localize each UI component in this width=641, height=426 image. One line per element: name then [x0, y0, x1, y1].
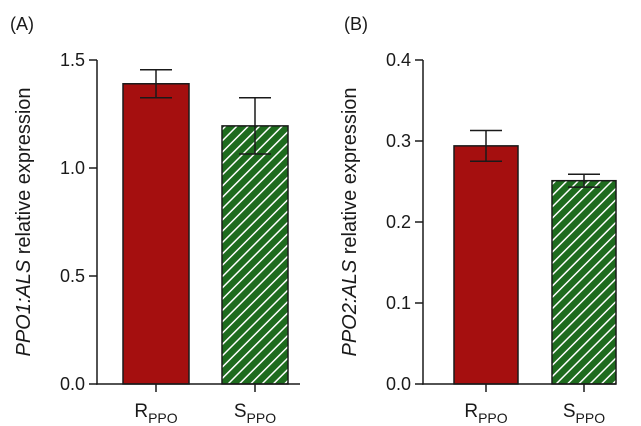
panel-a-bars: [122, 68, 289, 385]
x-tick-label: RPPO: [464, 401, 507, 426]
y-tick-label: 0.0: [386, 374, 411, 394]
bar-r-ppo: [453, 145, 519, 385]
panel-a-y-axis-title-italic: PPO1:ALS: [13, 259, 35, 356]
y-tick-label: 0.5: [60, 266, 85, 286]
panel-b-y-axis-title: PPO2:ALS relative expression: [339, 87, 361, 356]
x-tick-label: RPPO: [134, 401, 177, 426]
panel-b: (B) PPO2:ALS relative expression 0.00.10…: [339, 14, 617, 426]
y-tick-label: 0.4: [386, 50, 411, 70]
panel-b-bars: [453, 129, 617, 385]
y-tick-label: 0.2: [386, 212, 411, 232]
y-tick-label: 0.0: [60, 374, 85, 394]
x-tick-label: SPPO: [234, 401, 276, 426]
panel-a-label: (A): [10, 14, 34, 34]
error-bar: [568, 173, 600, 188]
y-tick-label: 0.3: [386, 131, 411, 151]
panel-a-y-axis-title-rest: relative expression: [13, 87, 35, 259]
panel-b-y-ticks: 0.0 0.1 0.2 0.3 0.4: [386, 50, 423, 394]
panel-a-y-ticks: 0.0 0.5 1.0 1.5: [60, 50, 97, 394]
panel-b-categories: RPPO SPPO: [464, 384, 605, 426]
panel-b-label: (B): [344, 14, 368, 34]
panel-a-y-axis-title: PPO1:ALS relative expression: [13, 87, 35, 356]
bar-s-ppo: [221, 125, 289, 385]
panel-a: (A) PPO1:ALS relative expression 0.0 0.5 1…: [10, 14, 300, 426]
error-bar: [470, 129, 502, 162]
panel-b-y-axis-title-rest: relative expression: [339, 87, 361, 259]
x-tick-label: SPPO: [563, 401, 605, 426]
error-bar: [140, 68, 172, 99]
y-tick-label: 1.5: [60, 50, 85, 70]
y-tick-label: 0.1: [386, 293, 411, 313]
panel-a-categories: RPPO SPPO: [134, 384, 276, 426]
y-tick-label: 1.0: [60, 158, 85, 178]
bar-s-ppo: [551, 179, 617, 385]
error-bar: [239, 97, 271, 155]
panel-b-y-axis-title-italic: PPO2:ALS: [339, 259, 361, 356]
bar-r-ppo: [122, 83, 190, 385]
panel-a-axes: [96, 60, 300, 385]
